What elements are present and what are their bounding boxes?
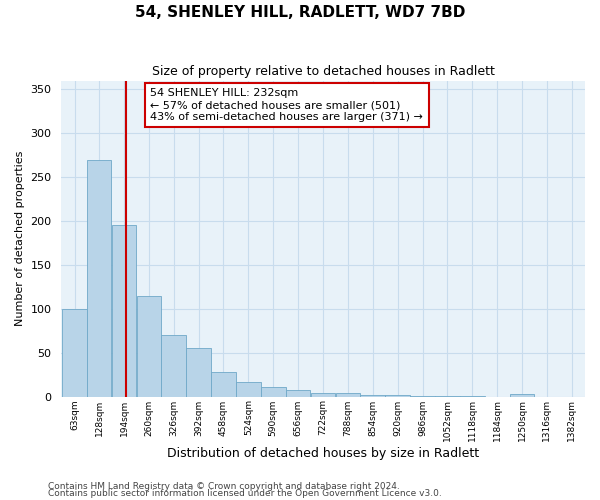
Text: Contains HM Land Registry data © Crown copyright and database right 2024.: Contains HM Land Registry data © Crown c… [48,482,400,491]
Bar [112,226,136,396]
Bar [137,296,161,396]
Bar [87,160,112,396]
Bar [186,348,211,397]
X-axis label: Distribution of detached houses by size in Radlett: Distribution of detached houses by size … [167,447,479,460]
Bar [261,387,286,396]
Text: Contains public sector information licensed under the Open Government Licence v3: Contains public sector information licen… [48,490,442,498]
Bar [211,372,236,396]
Bar [161,335,186,396]
Y-axis label: Number of detached properties: Number of detached properties [15,151,25,326]
Bar [311,393,335,396]
Title: Size of property relative to detached houses in Radlett: Size of property relative to detached ho… [152,65,494,78]
Bar [335,393,360,396]
Text: 54, SHENLEY HILL, RADLETT, WD7 7BD: 54, SHENLEY HILL, RADLETT, WD7 7BD [135,5,465,20]
Bar [62,309,87,396]
Bar [286,390,310,396]
Bar [385,395,410,396]
Bar [236,382,261,396]
Bar [361,395,385,396]
Text: 54 SHENLEY HILL: 232sqm
← 57% of detached houses are smaller (501)
43% of semi-d: 54 SHENLEY HILL: 232sqm ← 57% of detache… [151,88,423,122]
Bar [510,394,535,396]
